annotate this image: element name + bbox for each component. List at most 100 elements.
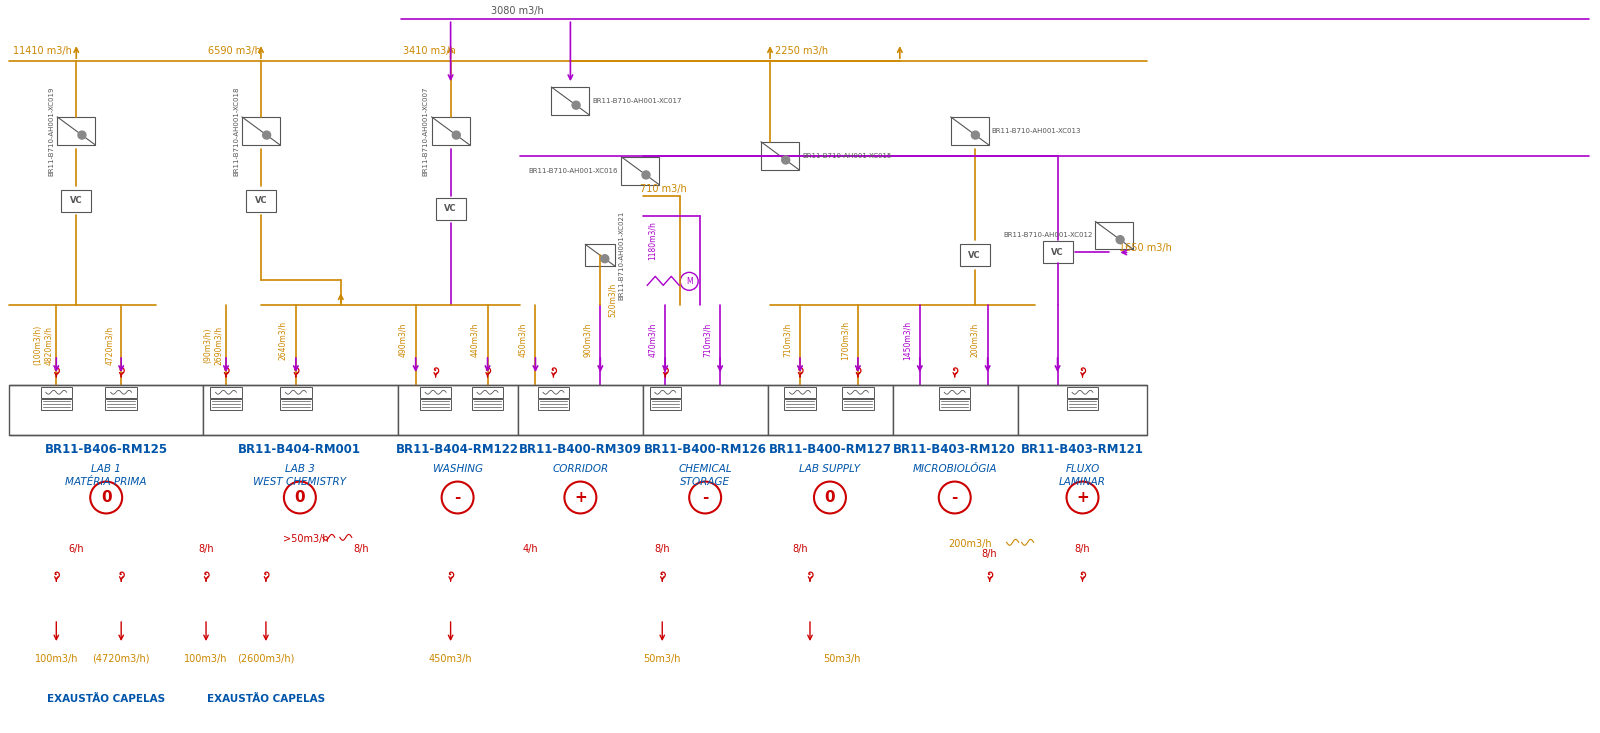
Text: 200m3/h: 200m3/h: [947, 539, 992, 549]
Bar: [419, 387, 451, 398]
Text: CORRIDOR: CORRIDOR: [552, 463, 608, 474]
Text: VC: VC: [968, 251, 981, 260]
Text: -: -: [454, 490, 461, 505]
Text: BR11-B710-AH001-XC021: BR11-B710-AH001-XC021: [618, 210, 624, 300]
Bar: [10, 385, 203, 435]
Bar: [106, 399, 138, 410]
Bar: [552, 87, 589, 115]
Text: 200m3/h: 200m3/h: [970, 323, 979, 357]
Text: 8/h: 8/h: [1075, 545, 1090, 554]
Text: (90m3/h)
2690m3/h: (90m3/h) 2690m3/h: [203, 325, 222, 364]
Text: 1700m3/h: 1700m3/h: [840, 320, 850, 360]
Text: LAB 3: LAB 3: [285, 463, 315, 474]
Text: BR11-B710-AH001-XC017: BR11-B710-AH001-XC017: [592, 98, 682, 104]
Bar: [419, 399, 451, 410]
Text: 1650 m3/h: 1650 m3/h: [1120, 243, 1173, 254]
Text: 440m3/h: 440m3/h: [470, 323, 478, 357]
Circle shape: [573, 101, 581, 109]
Bar: [586, 245, 616, 266]
Bar: [106, 387, 138, 398]
Text: 100m3/h: 100m3/h: [35, 654, 78, 664]
Bar: [58, 117, 96, 145]
Bar: [939, 387, 971, 398]
Text: BR11-B404-RM122: BR11-B404-RM122: [397, 443, 518, 456]
Bar: [280, 387, 312, 398]
Text: >50m3/h: >50m3/h: [283, 534, 328, 545]
Text: VC: VC: [254, 196, 267, 205]
Text: 490m3/h: 490m3/h: [398, 323, 406, 357]
Text: BR11-B400-RM127: BR11-B400-RM127: [768, 443, 891, 456]
Text: 450m3/h: 450m3/h: [429, 654, 472, 664]
Text: 520m3/h: 520m3/h: [608, 283, 618, 317]
Bar: [893, 385, 1018, 435]
Text: BR11-B710-AH001-XC007: BR11-B710-AH001-XC007: [422, 86, 429, 176]
Circle shape: [971, 131, 979, 139]
Bar: [650, 399, 682, 410]
Bar: [472, 387, 504, 398]
Text: MICROBIOLÓGIA: MICROBIOLÓGIA: [912, 463, 997, 474]
Bar: [1096, 221, 1133, 249]
Text: 2250 m3/h: 2250 m3/h: [774, 46, 829, 56]
Bar: [40, 399, 72, 410]
Text: +: +: [574, 490, 587, 505]
Bar: [960, 245, 990, 266]
Text: BR11-B710-AH001-XC012: BR11-B710-AH001-XC012: [1003, 232, 1093, 238]
Text: 8/h: 8/h: [354, 545, 368, 554]
Text: BR11-B404-RM001: BR11-B404-RM001: [238, 443, 362, 456]
Text: 8/h: 8/h: [654, 545, 670, 554]
Text: BR11-B403-RM120: BR11-B403-RM120: [893, 443, 1016, 456]
Bar: [61, 190, 91, 212]
Bar: [435, 198, 466, 220]
Bar: [432, 117, 469, 145]
Text: WASHING: WASHING: [432, 463, 483, 474]
Text: 50m3/h: 50m3/h: [822, 654, 861, 664]
Text: STORAGE: STORAGE: [680, 476, 730, 487]
Circle shape: [78, 131, 86, 139]
Bar: [842, 387, 874, 398]
Text: 0: 0: [101, 490, 112, 505]
Text: BR11-B710-AH001-XC013: BR11-B710-AH001-XC013: [992, 128, 1082, 134]
Circle shape: [642, 171, 650, 179]
Text: CHEMICAL: CHEMICAL: [678, 463, 731, 474]
Text: BR11-B406-RM125: BR11-B406-RM125: [45, 443, 168, 456]
Text: EXAUSTÃO CAPELAS: EXAUSTÃO CAPELAS: [206, 693, 325, 704]
Text: 6590 m3/h: 6590 m3/h: [208, 46, 261, 56]
Circle shape: [602, 255, 610, 262]
Bar: [538, 387, 570, 398]
Text: 11410 m3/h: 11410 m3/h: [13, 46, 72, 56]
Text: BR11-B403-RM121: BR11-B403-RM121: [1021, 443, 1144, 456]
Circle shape: [782, 156, 790, 164]
Text: -: -: [702, 490, 709, 505]
Text: FLUXO: FLUXO: [1066, 463, 1099, 474]
Bar: [650, 387, 682, 398]
Bar: [242, 117, 280, 145]
Bar: [939, 399, 971, 410]
Bar: [768, 385, 893, 435]
Text: VC: VC: [1051, 248, 1064, 257]
Bar: [398, 385, 518, 435]
Text: BR11-B710-AH001-XC019: BR11-B710-AH001-XC019: [48, 86, 54, 176]
Circle shape: [262, 131, 270, 139]
Bar: [472, 399, 504, 410]
Bar: [40, 387, 72, 398]
Text: 710m3/h: 710m3/h: [782, 323, 792, 357]
Text: +: +: [1077, 490, 1090, 505]
Text: BR11-B710-AH001-XC016: BR11-B710-AH001-XC016: [530, 168, 618, 174]
Text: BR11-B400-RM309: BR11-B400-RM309: [518, 443, 642, 456]
Text: 0: 0: [824, 490, 835, 505]
Text: M: M: [686, 277, 693, 286]
Bar: [538, 399, 570, 410]
Circle shape: [453, 131, 461, 139]
Bar: [1018, 385, 1147, 435]
Text: 3080 m3/h: 3080 m3/h: [491, 7, 544, 16]
Bar: [762, 142, 798, 170]
Bar: [203, 385, 398, 435]
Bar: [210, 387, 242, 398]
Text: (4720m3/h): (4720m3/h): [93, 654, 150, 664]
Text: 3410 m3/h: 3410 m3/h: [403, 46, 456, 56]
Text: (100m3/h)
4820m3/h: (100m3/h) 4820m3/h: [34, 325, 53, 365]
Text: 0: 0: [294, 490, 306, 505]
Text: (2600m3/h): (2600m3/h): [237, 654, 294, 664]
Bar: [784, 387, 816, 398]
Text: 8/h: 8/h: [198, 545, 214, 554]
